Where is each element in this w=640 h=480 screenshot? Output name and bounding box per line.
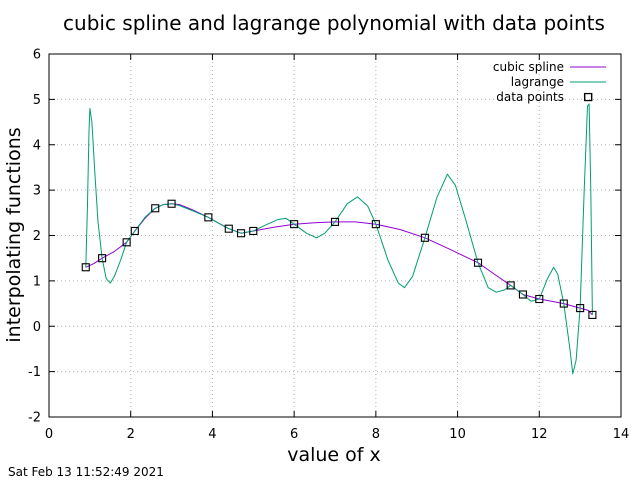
data-point-marker (167, 199, 176, 208)
data-point-marker (588, 310, 597, 319)
data-point-marker (473, 258, 483, 267)
data-point-marker (130, 226, 139, 236)
x-tick-label: 0 (45, 427, 53, 442)
y-tick-label: 3 (33, 184, 41, 199)
y-tick-label: 0 (33, 320, 41, 335)
data-point-marker (290, 220, 299, 229)
legend-swatch-data-points (583, 92, 593, 102)
y-tick-label: -1 (28, 365, 41, 380)
y-tick-label: 2 (33, 229, 41, 244)
data-point-marker (98, 254, 107, 263)
timestamp: Sat Feb 13 11:52:49 2021 (8, 465, 164, 479)
data-point-marker (122, 238, 131, 247)
x-tick-label: 14 (613, 427, 630, 442)
data-point-marker (330, 217, 340, 226)
grid (49, 54, 621, 417)
x-tick-label: 8 (372, 427, 380, 442)
y-axis-label: interpolating functions (3, 127, 25, 342)
data-point-marker (559, 299, 568, 308)
data-point-marker (518, 290, 527, 299)
y-tick-label: 4 (33, 138, 41, 153)
x-tick-label: 2 (127, 427, 135, 442)
data-point-marker (151, 204, 160, 213)
data-point-marker (420, 233, 429, 242)
data-point-marker (236, 229, 246, 238)
x-axis-label: value of x (287, 444, 381, 466)
data-point-marker (249, 226, 258, 236)
data-point-marker (81, 263, 90, 272)
data-point-marker (535, 294, 544, 304)
data-point-marker (576, 304, 585, 313)
x-tick-label: 12 (531, 427, 548, 442)
legend-label-cubic-spline: cubic spline (493, 60, 564, 74)
data-point-marker (371, 220, 380, 229)
chart-title: cubic spline and lagrange polynomial wit… (63, 11, 605, 35)
plot-frame (48, 53, 622, 418)
y-tick-label: 5 (33, 93, 41, 108)
x-tick-label: 4 (208, 427, 216, 442)
y-tick-label: 1 (33, 274, 41, 289)
legend-label-lagrange: lagrange (511, 75, 564, 89)
lagrange-line (85, 103, 593, 375)
legend-label-data-points: data points (496, 90, 564, 104)
x-tick-label: 10 (449, 427, 466, 442)
plot-area (81, 93, 597, 375)
x-tick-label: 6 (290, 427, 298, 442)
data-point-marker (224, 224, 233, 233)
data-point-marker (506, 281, 515, 290)
data-point-marker (204, 213, 213, 222)
y-tick-label: -2 (28, 411, 41, 426)
y-tick-label: 6 (33, 48, 41, 63)
cubic-spline-line (85, 203, 593, 316)
